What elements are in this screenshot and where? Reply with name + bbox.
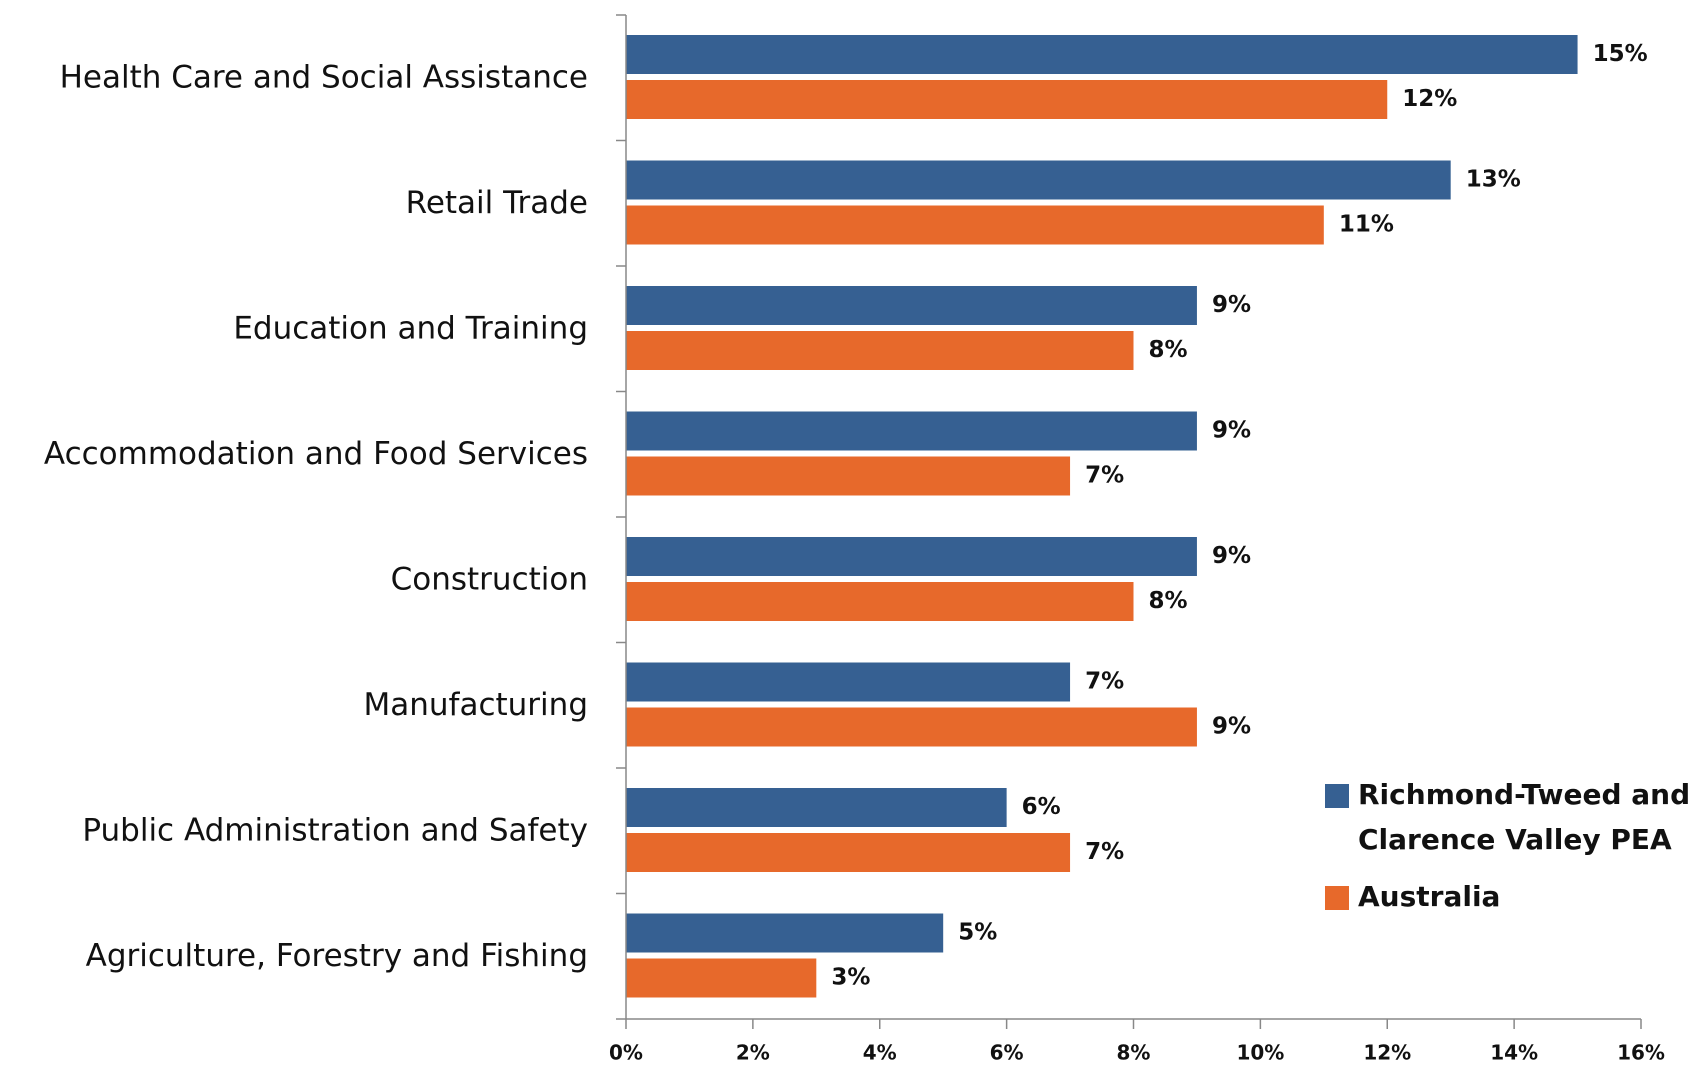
x-tick-label: 4% (863, 1041, 897, 1065)
bar (626, 662, 1071, 702)
bar (626, 913, 944, 953)
category-label: Agriculture, Forestry and Fishing (86, 938, 588, 974)
value-label: 13% (1466, 167, 1521, 193)
legend-item: Australia (1325, 874, 1703, 919)
x-tick-label: 0% (609, 1041, 643, 1065)
value-label: 15% (1593, 41, 1648, 67)
bar (626, 205, 1324, 245)
category-label: Public Administration and Safety (82, 812, 588, 848)
value-label: 8% (1149, 588, 1188, 614)
x-tick-label: 8% (1117, 1041, 1151, 1065)
x-tick-label: 10% (1236, 1041, 1284, 1065)
category-label: Manufacturing (364, 687, 588, 723)
x-tick-label: 12% (1363, 1041, 1411, 1065)
value-label: 9% (1212, 292, 1251, 318)
bar (626, 707, 1197, 747)
bar (626, 331, 1134, 370)
value-label: 5% (958, 920, 997, 946)
bar (626, 456, 1071, 496)
bar (626, 537, 1197, 576)
value-label: 8% (1149, 337, 1188, 363)
value-label: 9% (1212, 418, 1251, 444)
value-label: 7% (1085, 669, 1124, 695)
legend-item: Richmond-Tweed and Clarence Valley PEA (1325, 772, 1703, 862)
x-tick-label: 2% (736, 1041, 770, 1065)
bar (626, 788, 1007, 827)
legend-swatch (1325, 784, 1349, 808)
bar (626, 582, 1134, 621)
category-label: Education and Training (233, 310, 588, 346)
category-label: Retail Trade (406, 185, 588, 221)
bar (626, 833, 1071, 872)
value-label: 9% (1212, 714, 1251, 740)
value-label: 7% (1085, 839, 1124, 865)
x-tick-label: 14% (1490, 1041, 1538, 1065)
legend-label: Australia (1358, 880, 1501, 913)
bar (626, 80, 1388, 119)
value-label: 3% (831, 965, 870, 991)
bar (626, 411, 1197, 451)
bar (626, 958, 817, 998)
value-label: 6% (1022, 794, 1061, 820)
x-tick-label: 16% (1617, 1041, 1665, 1065)
category-label: Construction (391, 561, 588, 597)
legend: Richmond-Tweed and Clarence Valley PEA Au… (1325, 772, 1703, 931)
category-label: Health Care and Social Assistance (60, 59, 588, 95)
bar (626, 286, 1197, 325)
bar (626, 35, 1578, 74)
legend-swatch (1325, 886, 1349, 910)
legend-label: Richmond-Tweed and Clarence Valley PEA (1358, 778, 1691, 856)
value-label: 11% (1339, 212, 1394, 238)
bar (626, 160, 1451, 200)
value-label: 12% (1402, 86, 1457, 112)
value-label: 9% (1212, 543, 1251, 569)
value-label: 7% (1085, 463, 1124, 489)
category-label: Accommodation and Food Services (44, 436, 588, 472)
x-tick-label: 6% (990, 1041, 1024, 1065)
